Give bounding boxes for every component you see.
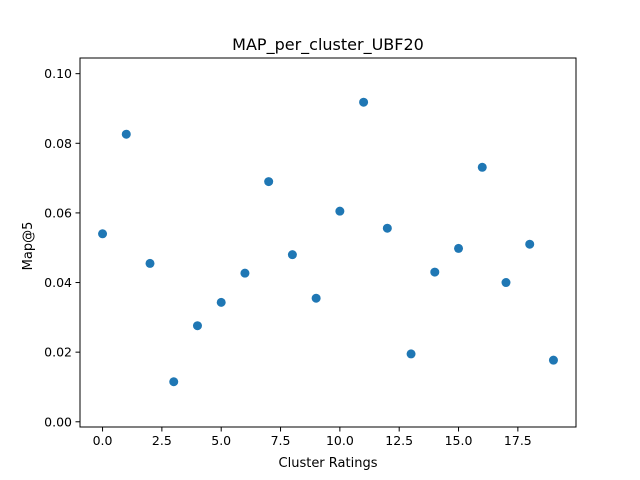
x-axis-label: Cluster Ratings — [279, 456, 378, 471]
data-point — [169, 377, 179, 387]
x-tick-label: 0.0 — [93, 433, 113, 448]
y-tick-label: 0.08 — [44, 136, 72, 151]
data-point — [145, 258, 155, 268]
data-point — [525, 239, 535, 249]
data-point — [477, 162, 487, 172]
data-point — [335, 206, 345, 216]
data-point — [216, 297, 226, 307]
data-point — [430, 267, 440, 277]
data-point — [359, 97, 369, 107]
data-point — [548, 355, 558, 365]
x-tick-label: 15.0 — [445, 433, 473, 448]
data-point — [311, 293, 321, 303]
x-tick-label: 12.5 — [385, 433, 413, 448]
y-tick-label: 0.06 — [44, 205, 72, 220]
y-tick-label: 0.10 — [44, 66, 72, 81]
data-point — [454, 243, 464, 253]
chart-title: MAP_per_cluster_UBF20 — [232, 35, 424, 55]
y-tick-label: 0.00 — [44, 414, 72, 429]
data-point — [192, 321, 202, 331]
y-axis-label: Map@5 — [21, 222, 36, 271]
y-tick-label: 0.02 — [44, 345, 72, 360]
x-tick-label: 7.5 — [271, 433, 291, 448]
plot-area: 0.0 2.5 5.0 7.5 10.0 12.5 15.0 17.5 0.00 0.02 0.04… — [44, 57, 577, 448]
x-tick-label: 5.0 — [211, 433, 231, 448]
x-tick-label: 2.5 — [152, 433, 172, 448]
x-tick-label: 17.5 — [504, 433, 532, 448]
data-point — [287, 250, 297, 260]
data-point — [98, 229, 108, 239]
data-point — [382, 223, 392, 233]
y-tick-label: 0.04 — [44, 275, 72, 290]
data-point — [501, 278, 511, 288]
data-point — [240, 268, 250, 278]
plot-frame — [79, 57, 577, 428]
data-point — [121, 129, 131, 139]
data-point — [406, 349, 416, 359]
data-point — [264, 177, 274, 187]
x-tick-label: 10.0 — [326, 433, 354, 448]
